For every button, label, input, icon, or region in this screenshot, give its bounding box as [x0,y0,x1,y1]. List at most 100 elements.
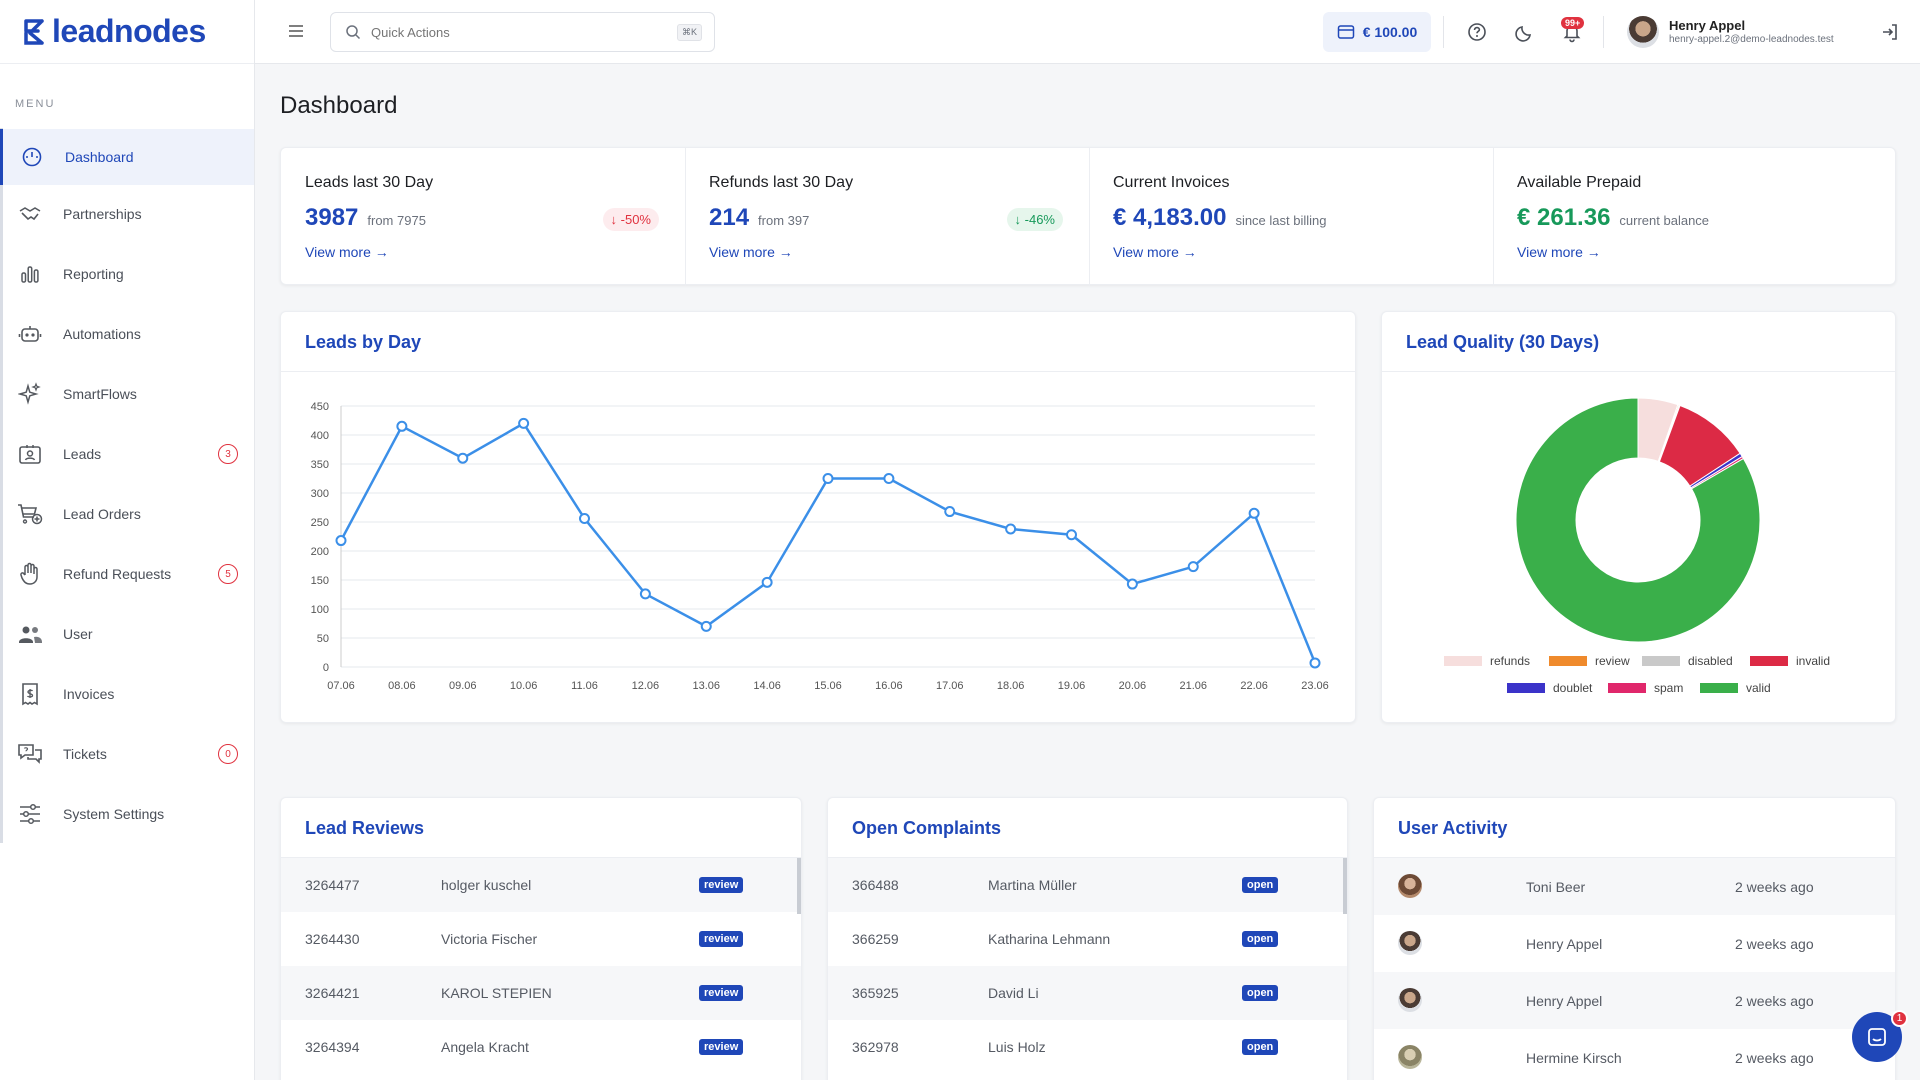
leads-by-day-chart: 0 50 100 150 200 250 300 350 400 450 07.06 08.06 09.… [311,401,1329,692]
slice-valid[interactable] [1515,397,1761,643]
user-name[interactable]: Henry Appel [1669,18,1746,33]
stat-subtext: from 7975 [367,213,426,228]
row-id: 366488 [852,877,899,893]
data-point[interactable] [335,535,347,547]
view-more-link[interactable]: View more → [305,244,389,260]
view-more-link[interactable]: View more → [1113,244,1197,260]
scrollbar[interactable] [1343,858,1347,914]
help-icon[interactable] [1466,21,1488,43]
y-tick-label: 400 [311,430,329,442]
x-tick-label: 13.06 [692,680,720,692]
x-tick-label: 16.06 [875,680,903,692]
status-badge: open [1242,931,1279,947]
data-point[interactable] [1005,523,1017,535]
data-point[interactable] [457,452,469,464]
sidebar-item-leads[interactable]: Leads 3 [0,426,254,482]
stat-1: Leads last 30 Day 3987 from 7975 View more … [281,148,685,286]
arrow-down-icon: ↓ [1014,212,1025,227]
topbar: ⌘K € 100.00 99+ Henry Appel henry-appel.… [255,0,1920,64]
sidebar-item-smartflows[interactable]: SmartFlows [0,366,254,422]
wallet-icon [1337,25,1354,39]
data-point[interactable] [1309,657,1321,669]
table-row[interactable]: 3264421 KAROL STEPIEN review [281,966,801,1020]
sidebar-item-label: System Settings [63,806,165,822]
status-badge: review [699,877,744,893]
data-point[interactable] [883,473,895,484]
y-tick-label: 250 [311,517,329,529]
arrow-down-icon: ↓ [610,212,621,227]
y-tick-label: 100 [311,604,329,616]
sidebar-item-label: Tickets [63,746,107,762]
scrollbar[interactable] [797,858,801,914]
data-point[interactable] [639,588,651,600]
logo-text: leadnodes [52,13,206,49]
sidebar-item-system-settings[interactable]: System Settings [0,786,254,842]
data-point[interactable] [822,473,834,484]
sidebar-item-invoices[interactable]: Invoices [0,666,254,722]
stat-value: € 4,183.00 [1113,204,1227,231]
legend-label[interactable]: doublet [1553,681,1593,695]
sidebar-item-automations[interactable]: Automations [0,306,254,362]
x-tick-label: 21.06 [1179,680,1207,692]
sidebar-item-partnerships[interactable]: Partnerships [0,186,254,242]
data-point[interactable] [761,576,773,588]
sidebar-item-label: Invoices [63,686,115,702]
data-point[interactable] [1126,578,1138,590]
logout-icon[interactable] [1879,21,1901,43]
row-id: 366259 [852,931,899,947]
sidebar-item-dashboard[interactable]: Dashboard [0,129,254,185]
view-more-link[interactable]: View more → [709,244,793,260]
legend-label[interactable]: invalid [1796,654,1830,668]
activity-row[interactable]: Toni Beer 2 weeks ago [1374,858,1895,915]
sidebar-item-lead-orders[interactable]: Lead Orders [0,486,254,542]
balance-button[interactable]: € 100.00 [1323,12,1431,52]
data-point[interactable] [944,506,956,518]
data-point[interactable] [1248,507,1260,519]
table-row[interactable]: 366259 Katharina Lehmann open [828,912,1347,966]
data-point[interactable] [579,513,590,525]
activity-row[interactable]: Henry Appel 2 weeks ago [1374,915,1895,972]
stat-value: € 261.36 [1517,204,1611,231]
legend-label[interactable]: spam [1654,681,1683,695]
sidebar-item-user[interactable]: User [0,606,254,662]
sidebar-item-refund-requests[interactable]: Refund Requests 5 [0,546,254,602]
data-point[interactable] [1066,529,1077,541]
logo[interactable]: leadnodes [0,0,254,64]
table-row[interactable]: 3264430 Victoria Fischer review [281,912,801,966]
status-badge: open [1242,985,1279,1001]
x-tick-label: 20.06 [1119,680,1147,692]
legend-label[interactable]: valid [1746,681,1771,695]
legend-label[interactable]: review [1595,654,1630,668]
quick-actions-search[interactable]: ⌘K [330,12,715,52]
legend-swatch [1642,656,1680,666]
stat-divider [1089,148,1090,286]
hand-icon [17,561,43,587]
open-complaints-card: Open Complaints 366488 Martina Müller open… [827,797,1348,1080]
table-row[interactable]: 365925 David Li open [828,966,1347,1020]
search-input[interactable] [371,24,671,40]
legend-label[interactable]: disabled [1688,654,1733,668]
activity-row[interactable]: Henry Appel 2 weeks ago [1374,972,1895,1029]
change-badge: ↓ -46% [1006,208,1063,231]
legend-label[interactable]: refunds [1490,654,1530,668]
user-activity-card: User Activity Toni Beer 2 weeks ago Henry … [1373,797,1896,1080]
table-row[interactable]: 3264477 holger kuschel review [281,858,801,912]
table-row[interactable]: 3264394 Angela Kracht review [281,1020,801,1074]
stat-subtext: current balance [1619,213,1710,228]
dark-mode-moon-icon[interactable] [1514,21,1536,43]
table-row[interactable]: 362978 Luis Holz open [828,1020,1347,1074]
data-point[interactable] [518,417,530,429]
activity-row[interactable]: Hermine Kirsch 2 weeks ago [1374,1029,1895,1080]
user-avatar[interactable] [1627,16,1659,48]
view-more-link[interactable]: View more → [1517,244,1601,260]
sidebar-item-reporting[interactable]: Reporting [0,246,254,302]
sparkles-icon [17,381,43,407]
handshake-icon [17,201,43,227]
avatar [1398,1045,1422,1069]
hamburger-menu-icon[interactable] [287,22,305,40]
sidebar-item-tickets[interactable]: Tickets 0 [0,726,254,782]
table-row[interactable]: 366488 Martina Müller open [828,858,1347,912]
data-point[interactable] [1187,561,1199,573]
data-point[interactable] [700,620,712,632]
data-point[interactable] [396,420,408,432]
